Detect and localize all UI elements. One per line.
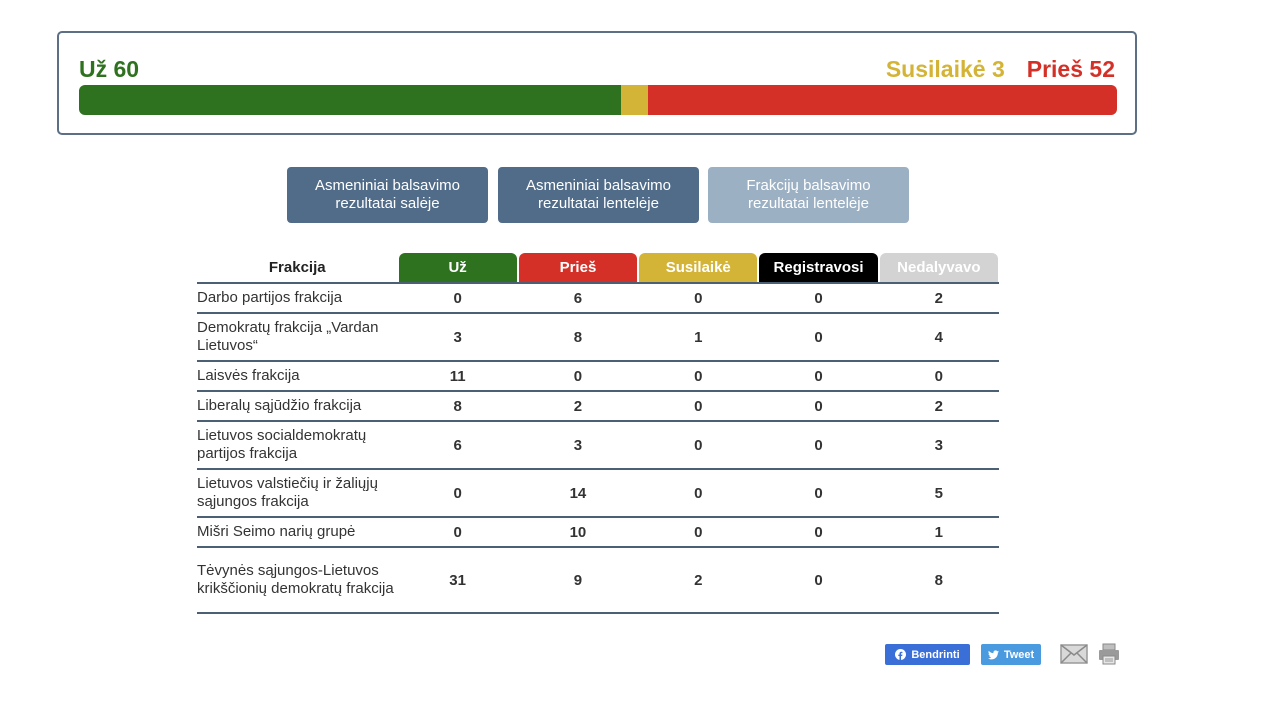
table-row: Liberalų sąjūdžio frakcija 8 2 0 0 2 xyxy=(197,391,999,422)
table-row: Mišri Seimo narių grupė 0 10 0 0 1 xyxy=(197,517,999,548)
print-icon[interactable] xyxy=(1097,642,1121,666)
tweet-button[interactable]: Tweet xyxy=(981,644,1041,665)
absent-value: 1 xyxy=(878,517,999,548)
table-row: Lietuvos socialdemokratų partijos frakci… xyxy=(197,421,999,470)
registered-value: 0 xyxy=(758,391,879,422)
abstain-value: 0 xyxy=(638,283,759,314)
faction-name: Mišri Seimo narių grupė xyxy=(197,517,398,548)
absent-value: 5 xyxy=(878,469,999,518)
registered-value: 0 xyxy=(758,361,879,392)
abstain-value: 0 xyxy=(638,361,759,392)
against-value: 10 xyxy=(517,517,639,548)
facebook-share-button[interactable]: Bendrinti xyxy=(885,644,970,665)
abstain-value: 0 xyxy=(638,391,759,422)
personal-results-table-button[interactable]: Asmeniniai balsavimo rezultatai lentelėj… xyxy=(498,167,699,223)
faction-name: Darbo partijos frakcija xyxy=(197,283,398,314)
abstain-column-header: Susilaikė xyxy=(638,253,758,283)
against-bar-segment xyxy=(647,85,1117,115)
faction-votes-table: Frakcija Už Prieš Susilaikė Registravosi… xyxy=(197,253,999,614)
abstain-value: 2 xyxy=(638,547,759,614)
facebook-share-label: Bendrinti xyxy=(911,648,960,661)
absent-column-header: Nedalyvavo xyxy=(879,253,999,283)
table-row: Laisvės frakcija 11 0 0 0 0 xyxy=(197,361,999,392)
against-value: 6 xyxy=(517,283,639,314)
against-value: 2 xyxy=(517,391,639,422)
faction-name: Tėvynės sąjungos-Lietuvos krikščionių de… xyxy=(197,547,398,614)
vote-summary: Už 60 Susilaikė 3 Prieš 52 xyxy=(57,31,1137,135)
for-value: 0 xyxy=(397,517,518,548)
faction-results-table-button[interactable]: Frakcijų balsavimo rezultatai lentelėje xyxy=(708,167,909,223)
absent-value: 0 xyxy=(878,361,999,392)
against-value: 14 xyxy=(517,469,639,518)
registered-value: 0 xyxy=(758,469,879,518)
twitter-icon xyxy=(987,649,999,659)
for-value: 31 xyxy=(397,547,518,614)
for-bar-segment xyxy=(79,85,621,115)
for-value: 6 xyxy=(397,421,518,470)
table-row: Tėvynės sąjungos-Lietuvos krikščionių de… xyxy=(197,547,999,614)
table-row: Demokratų frakcija „Vardan Lietuvos“ 3 8… xyxy=(197,313,999,362)
against-value: 9 xyxy=(517,547,639,614)
absent-value: 4 xyxy=(878,313,999,362)
registered-value: 0 xyxy=(758,421,879,470)
faction-name: Demokratų frakcija „Vardan Lietuvos“ xyxy=(197,313,398,362)
personal-results-hall-button[interactable]: Asmeniniai balsavimo rezultatai salėje xyxy=(287,167,488,223)
tweet-label: Tweet xyxy=(1003,648,1035,661)
faction-name: Laisvės frakcija xyxy=(197,361,398,392)
absent-value: 2 xyxy=(878,283,999,314)
against-value: 3 xyxy=(517,421,639,470)
table-row: Lietuvos valstiečių ir žaliųjų sąjungos … xyxy=(197,469,999,518)
registered-column-header: Registravosi xyxy=(758,253,878,283)
against-column-header: Prieš xyxy=(518,253,638,283)
absent-header-label: Nedalyvavo xyxy=(879,253,998,282)
abstain-count-label: Susilaikė 3 xyxy=(885,56,1005,82)
facebook-icon xyxy=(895,649,907,660)
mail-icon[interactable] xyxy=(1060,644,1088,664)
faction-name: Lietuvos valstiečių ir žaliųjų sąjungos … xyxy=(197,469,398,518)
absent-value: 2 xyxy=(878,391,999,422)
registered-value: 0 xyxy=(758,313,879,362)
registered-header-label: Registravosi xyxy=(759,253,878,282)
faction-column-header: Frakcija xyxy=(268,259,326,276)
abstain-value: 0 xyxy=(638,469,759,518)
against-count-label: Prieš 52 xyxy=(1026,56,1115,82)
abstain-value: 0 xyxy=(638,517,759,548)
for-column-header: Už xyxy=(398,253,518,283)
absent-value: 8 xyxy=(878,547,999,614)
for-value: 3 xyxy=(397,313,518,362)
against-value: 0 xyxy=(517,361,639,392)
faction-name: Lietuvos socialdemokratų partijos frakci… xyxy=(197,421,398,470)
registered-value: 0 xyxy=(758,547,879,614)
registered-value: 0 xyxy=(758,517,879,548)
registered-value: 0 xyxy=(758,283,879,314)
for-value: 8 xyxy=(397,391,518,422)
table-row: Darbo partijos frakcija 0 6 0 0 2 xyxy=(197,283,999,314)
abstain-value: 0 xyxy=(638,421,759,470)
absent-value: 3 xyxy=(878,421,999,470)
against-value: 8 xyxy=(517,313,639,362)
vote-result-bar xyxy=(79,85,1117,115)
abstain-value: 1 xyxy=(638,313,759,362)
for-count-label: Už 60 xyxy=(79,56,140,82)
abstain-header-label: Susilaikė xyxy=(639,253,758,282)
table-header-row: Frakcija Už Prieš Susilaikė Registravosi… xyxy=(197,253,999,283)
against-header-label: Prieš xyxy=(518,253,638,282)
abstain-bar-segment xyxy=(620,85,648,115)
for-value: 11 xyxy=(397,361,518,392)
for-value: 0 xyxy=(397,469,518,518)
faction-name: Liberalų sąjūdžio frakcija xyxy=(197,391,398,422)
for-value: 0 xyxy=(397,283,518,314)
summary-right-labels: Susilaikė 3 Prieš 52 xyxy=(864,55,1115,83)
for-header-label: Už xyxy=(398,253,517,282)
